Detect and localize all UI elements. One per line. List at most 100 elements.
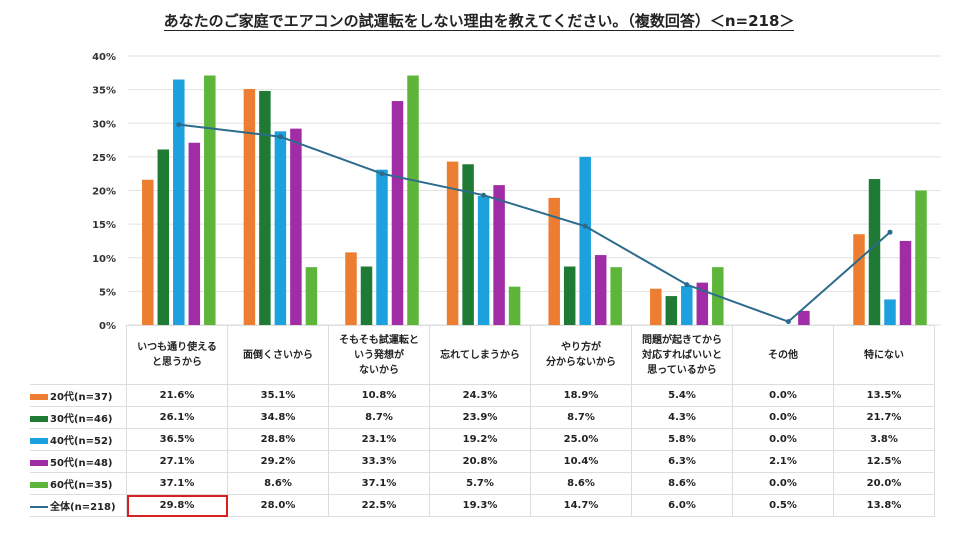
bar — [665, 296, 678, 325]
legend-line-marker — [30, 506, 48, 508]
legend-entry: 60代(n=35) — [30, 472, 127, 495]
category-label: そもそも試運転と いう発想が ないから — [328, 325, 430, 385]
chart-title-text: あなたのご家庭でエアコンの試運転をしない理由を教えてください。（複数回答）＜n=… — [163, 12, 795, 31]
line-point — [379, 171, 385, 177]
bar — [868, 179, 881, 325]
bar — [696, 282, 709, 325]
data-label: 6.3% — [631, 450, 733, 473]
data-label: 5.8% — [631, 428, 733, 451]
data-label: 18.9% — [530, 384, 632, 407]
bar — [853, 234, 865, 325]
series-name: 50代(n=48) — [50, 458, 113, 469]
data-label: 34.8% — [227, 406, 329, 429]
legend-swatch — [30, 438, 48, 444]
table-row: 50代(n=48) 27.1% 29.2% 33.3% 20.8% 10.4% 6.3% 2.… — [30, 450, 935, 473]
line-point — [582, 223, 588, 229]
category-label: その他 — [732, 325, 834, 385]
data-label: 8.7% — [530, 406, 632, 429]
data-label: 29.8% — [126, 494, 228, 517]
data-label: 20.8% — [429, 450, 531, 473]
data-label: 10.4% — [530, 450, 632, 473]
data-label: 21.6% — [126, 384, 228, 407]
legend-swatch — [30, 460, 48, 466]
legend-swatch — [30, 482, 48, 488]
bar — [610, 267, 622, 325]
data-label: 3.8% — [833, 428, 935, 451]
bar — [899, 240, 912, 325]
data-label: 26.1% — [126, 406, 228, 429]
chart-title: あなたのご家庭でエアコンの試運転をしない理由を教えてください。（複数回答）＜n=… — [0, 10, 958, 31]
data-label: 14.7% — [530, 494, 632, 517]
bar — [345, 252, 357, 325]
bar — [594, 255, 607, 325]
data-label: 13.8% — [833, 494, 935, 517]
data-label: 0.0% — [732, 384, 834, 407]
bar — [548, 197, 560, 325]
data-label: 24.3% — [429, 384, 531, 407]
corner-cell — [30, 326, 127, 385]
data-label: 27.1% — [126, 450, 228, 473]
data-label: 8.6% — [631, 472, 733, 495]
line-point — [481, 192, 487, 198]
legend-entry: 50代(n=48) — [30, 450, 127, 473]
bar — [493, 185, 505, 325]
y-tick-label: 40% — [92, 52, 116, 63]
data-label: 0.0% — [732, 472, 834, 495]
bar — [884, 299, 896, 325]
data-label: 19.3% — [429, 494, 531, 517]
bar — [157, 149, 170, 325]
bar — [274, 131, 287, 325]
data-label: 10.8% — [328, 384, 430, 407]
y-tick-label: 30% — [92, 119, 116, 130]
line-series — [178, 123, 891, 323]
bar — [173, 79, 185, 325]
series-name: 40代(n=52) — [50, 436, 113, 447]
legend-entry: 30代(n=46) — [30, 406, 127, 429]
data-label: 0.0% — [732, 406, 834, 429]
category-label: 忘れてしまうから — [429, 325, 531, 385]
legend-entry: 20代(n=37) — [30, 384, 127, 407]
bar — [407, 75, 419, 325]
data-label: 8.6% — [227, 472, 329, 495]
legend-entry: 40代(n=52) — [30, 428, 127, 451]
data-label: 33.3% — [328, 450, 430, 473]
data-label: 28.0% — [227, 494, 329, 517]
bar — [915, 190, 927, 325]
data-label: 23.1% — [328, 428, 430, 451]
data-label: 22.5% — [328, 494, 430, 517]
data-label: 35.1% — [227, 384, 329, 407]
data-label: 28.8% — [227, 428, 329, 451]
y-tick-label: 0% — [99, 321, 116, 332]
table-header-row: いつも通り使える と思うから 面倒くさいから そもそも試運転と いう発想が ないから 忘れて… — [30, 325, 935, 385]
bar — [259, 90, 271, 325]
bar — [508, 286, 521, 325]
data-label: 29.2% — [227, 450, 329, 473]
data-label: 5.7% — [429, 472, 531, 495]
line-point — [277, 134, 283, 140]
data-label: 23.9% — [429, 406, 531, 429]
bar — [290, 128, 302, 325]
data-label: 37.1% — [126, 472, 228, 495]
data-label: 13.5% — [833, 384, 935, 407]
line-point — [176, 122, 182, 128]
line-point — [785, 319, 791, 325]
data-label: 6.0% — [631, 494, 733, 517]
bar — [243, 88, 256, 325]
y-tick-label: 25% — [92, 153, 116, 164]
category-label: 特にない — [833, 325, 935, 385]
category-label: 問題が起きてから 対応すればいいと 思っているから — [631, 325, 733, 385]
bar — [579, 156, 591, 325]
series-name: 20代(n=37) — [50, 392, 113, 403]
category-label: いつも通り使える と思うから — [126, 325, 228, 385]
y-tick-label: 35% — [92, 86, 116, 97]
bar — [681, 285, 693, 325]
data-label: 19.2% — [429, 428, 531, 451]
line-point — [887, 229, 893, 235]
data-label: 5.4% — [631, 384, 733, 407]
table-row: 20代(n=37) 21.6% 35.1% 10.8% 24.3% 18.9% 5.4% 0.… — [30, 384, 935, 407]
y-tick-label: 5% — [99, 287, 116, 298]
data-label: 2.1% — [732, 450, 834, 473]
bar — [204, 75, 216, 325]
